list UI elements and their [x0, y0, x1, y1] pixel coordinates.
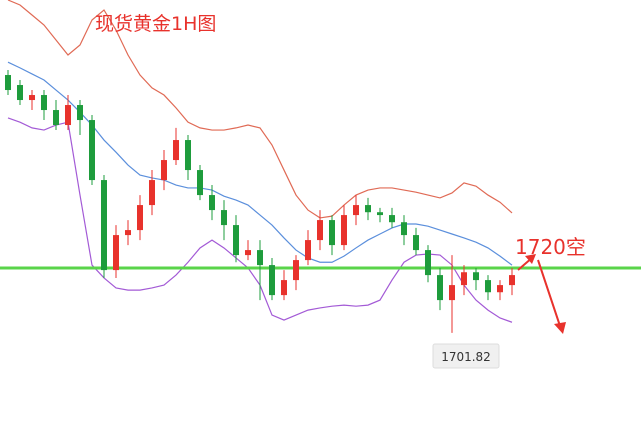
candle-body [305, 240, 311, 261]
candle-body [53, 110, 59, 126]
plot [0, 0, 641, 333]
candle-body [161, 160, 167, 181]
candle-body [233, 225, 239, 256]
candle-body [65, 105, 71, 126]
annotation: 1720空 [515, 235, 586, 259]
candle-body [449, 285, 455, 301]
chart-title: 现货黄金1H图 [95, 13, 216, 35]
candle-body [485, 280, 491, 293]
arrow-head [554, 322, 566, 334]
arrow-head [525, 254, 536, 264]
candle-body [365, 205, 371, 213]
candle-body [293, 260, 299, 281]
candle-body [173, 140, 179, 161]
candle-body [329, 220, 335, 246]
candle-body [29, 95, 35, 101]
candle-body [389, 215, 395, 223]
candle-body [245, 250, 251, 256]
candle-body [509, 275, 515, 286]
candle-body [341, 215, 347, 246]
candle-body [221, 210, 227, 226]
candle-body [257, 250, 263, 266]
candle-body [461, 272, 467, 286]
candle-body [353, 205, 359, 216]
candle-body [401, 222, 407, 236]
candle-body [413, 235, 419, 251]
candle-body [17, 85, 23, 101]
candle-body [473, 272, 479, 281]
candle-body [377, 212, 383, 216]
candle-body [185, 140, 191, 171]
band-line [7, 0, 513, 219]
label-box [432, 343, 500, 369]
low-label: 1701.82 [441, 350, 491, 364]
candle-body [125, 230, 131, 236]
candle-body [209, 195, 215, 211]
candle-body [437, 275, 443, 301]
candle-body [5, 75, 11, 91]
candle-body [281, 280, 287, 296]
candle-body [89, 120, 95, 181]
candle-body [317, 220, 323, 241]
candle-body [149, 180, 155, 206]
band-line [7, 61, 513, 266]
candle-body [425, 250, 431, 276]
candle-body [77, 105, 83, 121]
candle-body [497, 285, 503, 293]
candle-body [197, 170, 203, 196]
candle-body [101, 180, 107, 271]
candle-body [113, 235, 119, 271]
candle-body [269, 265, 275, 296]
candle-body [41, 95, 47, 111]
arrow [537, 259, 561, 327]
candle-body [137, 205, 143, 231]
